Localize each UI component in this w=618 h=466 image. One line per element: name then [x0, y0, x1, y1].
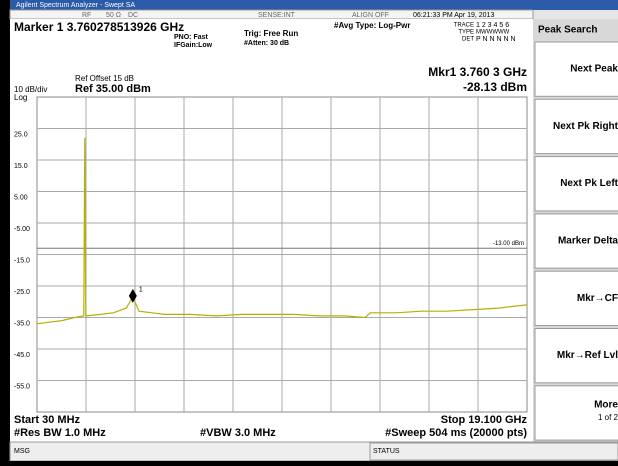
log: Log: [14, 93, 27, 102]
softkey-label: Next Peak: [570, 64, 618, 75]
softkey[interactable]: [534, 156, 618, 212]
marker: [128, 288, 137, 303]
status: STATUS: [373, 448, 400, 455]
marker-amp: -28.13 dBm: [463, 80, 527, 94]
rf: RF: [82, 12, 91, 19]
y-tick-label: -45.0: [14, 352, 30, 359]
ifgain: IFGain:Low: [174, 42, 213, 49]
softkey-label: Next Pk Right: [553, 121, 618, 132]
y-tick-label: -5.00: [14, 226, 30, 233]
marker-title: Marker 1 3.760278513926 GHz: [14, 20, 184, 34]
scale: 10 dB/div: [14, 85, 47, 94]
trace: [36, 137, 528, 325]
y-tick-label: -25.0: [14, 289, 30, 296]
y-tick-label: -35.0: [14, 320, 30, 327]
plot: 25.0 15.0 5.00 -5.00 -15.0 -25.0 -35.0 -45.0 -55…: [14, 96, 528, 413]
softkeys: Next Peak Next Pk Right Next Pk Left Marker…: [534, 41, 618, 441]
type-label: TYPE: [458, 30, 474, 36]
softkey[interactable]: [534, 98, 618, 155]
softkey[interactable]: [534, 213, 618, 269]
softkey-label: Marker Delta: [558, 236, 618, 247]
trig: Trig: Free Run: [244, 29, 298, 38]
y-tick-label: -55.0: [14, 383, 30, 390]
time: 06:21:33 PM Apr 19, 2013: [413, 12, 494, 19]
status-box: [369, 442, 618, 461]
softkey[interactable]: [534, 270, 618, 327]
start-freq: Start 30 MHz: [14, 414, 81, 426]
atten: #Atten: 30 dB: [244, 40, 289, 47]
title-bar: [10, 0, 618, 10]
sense: SENSE:INT: [258, 12, 296, 19]
avg-type: #Avg Type: Log-Pwr: [334, 21, 410, 30]
sweep: #Sweep 504 ms (20000 pts): [385, 427, 527, 439]
softkey-label: More: [594, 399, 618, 410]
marker-freq: Mkr1 3.760 3 GHz: [428, 65, 527, 79]
status-bar: [9, 441, 618, 462]
softkey-label: Mkr→Ref Lvl: [557, 350, 618, 361]
type: MWWWWW: [476, 30, 510, 36]
y-tick-label: 15.0: [14, 163, 28, 170]
ref-offset: Ref Offset 15 dB: [75, 74, 134, 83]
rbw: #Res BW 1.0 MHz: [14, 427, 106, 439]
softkey-label: Mkr→CF: [577, 293, 618, 304]
coupling: DC: [128, 12, 138, 19]
y-tick-label: 5.00: [14, 194, 28, 201]
trace: 1 2 3 4 5 6: [476, 22, 509, 29]
y-tick-label: -15.0: [14, 257, 30, 264]
pno: PNO: Fast: [174, 34, 209, 41]
vbw: #VBW 3.0 MHz: [200, 427, 276, 439]
softkey[interactable]: [534, 328, 618, 384]
align: ALIGN OFF: [352, 12, 389, 19]
det: P N N N N N: [476, 36, 516, 43]
stop-freq: Stop 19.100 GHz: [441, 414, 528, 426]
marker-label: 1: [139, 287, 143, 294]
softkey-sub: 1 of 2: [598, 413, 618, 422]
softkey-header: Peak Search: [538, 25, 598, 36]
display-line-label: -13.00 dBm: [493, 241, 524, 247]
y-tick-label: 25.0: [14, 131, 28, 138]
softkey[interactable]: [534, 41, 618, 97]
impedance: 50 Ω: [106, 12, 121, 19]
softkey-label: Next Pk Left: [560, 178, 618, 189]
softkey[interactable]: [534, 385, 618, 441]
window-title: Agilent Spectrum Analyzer - Swept SA: [16, 2, 135, 9]
msg: MSG: [14, 448, 30, 455]
trace-label: TRACE: [454, 23, 474, 29]
det-label: DET: [462, 37, 474, 43]
ref-level: Ref 35.00 dBm: [75, 83, 151, 95]
